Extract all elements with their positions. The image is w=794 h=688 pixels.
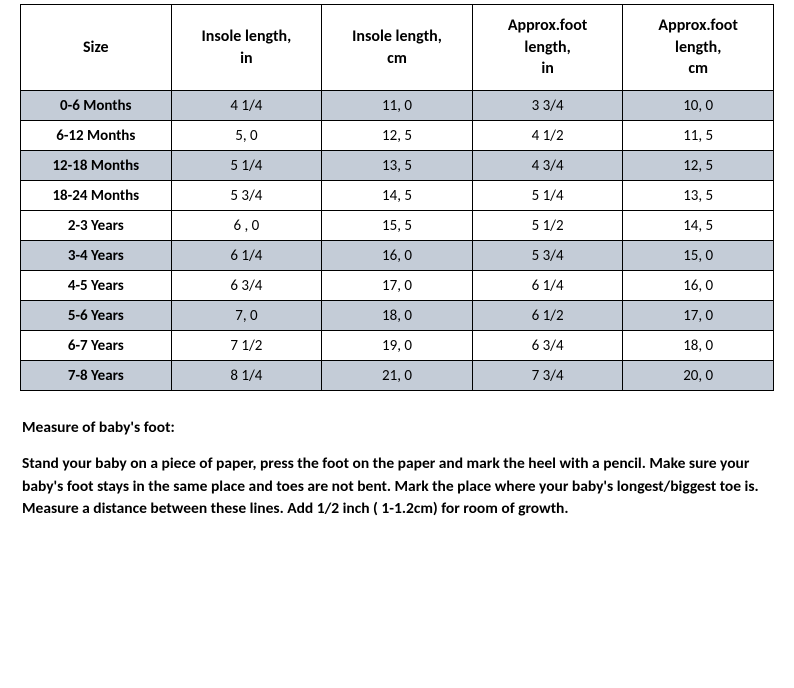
- cell-value: 7, 0: [171, 301, 322, 331]
- cell-size: 0-6 Months: [21, 91, 172, 121]
- col-header-foot-in: Approx.footlength,in: [472, 5, 623, 91]
- cell-size: 6-7 Years: [21, 331, 172, 361]
- size-chart-container: Size Insole length,in Insole length,cm A…: [0, 0, 794, 555]
- col-header-insole-in: Insole length,in: [171, 5, 322, 91]
- cell-value: 13, 5: [623, 181, 774, 211]
- cell-value: 6 3/4: [472, 331, 623, 361]
- cell-value: 7 3/4: [472, 361, 623, 391]
- cell-value: 11, 0: [322, 91, 473, 121]
- cell-size: 18-24 Months: [21, 181, 172, 211]
- col-header-foot-cm: Approx.footlength,cm: [623, 5, 774, 91]
- cell-value: 5 1/4: [472, 181, 623, 211]
- cell-value: 4 3/4: [472, 151, 623, 181]
- cell-value: 21, 0: [322, 361, 473, 391]
- cell-value: 6 3/4: [171, 271, 322, 301]
- table-row: 5-6 Years7, 018, 06 1/217, 0: [21, 301, 774, 331]
- cell-value: 5 3/4: [171, 181, 322, 211]
- size-chart-table: Size Insole length,in Insole length,cm A…: [20, 4, 774, 391]
- cell-size: 7-8 Years: [21, 361, 172, 391]
- table-row: 12-18 Months5 1/413, 54 3/412, 5: [21, 151, 774, 181]
- cell-value: 6 , 0: [171, 211, 322, 241]
- cell-value: 18, 0: [322, 301, 473, 331]
- cell-value: 7 1/2: [171, 331, 322, 361]
- cell-value: 14, 5: [623, 211, 774, 241]
- cell-size: 2-3 Years: [21, 211, 172, 241]
- col-header-size: Size: [21, 5, 172, 91]
- table-header: Size Insole length,in Insole length,cm A…: [21, 5, 774, 91]
- cell-value: 3 3/4: [472, 91, 623, 121]
- cell-size: 5-6 Years: [21, 301, 172, 331]
- cell-value: 6 1/2: [472, 301, 623, 331]
- col-header-insole-cm: Insole length,cm: [322, 5, 473, 91]
- header-row: Size Insole length,in Insole length,cm A…: [21, 5, 774, 91]
- cell-size: 12-18 Months: [21, 151, 172, 181]
- cell-value: 17, 0: [322, 271, 473, 301]
- cell-value: 5 3/4: [472, 241, 623, 271]
- table-row: 6-12 Months5, 012, 54 1/211, 5: [21, 121, 774, 151]
- cell-value: 5, 0: [171, 121, 322, 151]
- cell-value: 4 1/2: [472, 121, 623, 151]
- cell-value: 18, 0: [623, 331, 774, 361]
- cell-value: 8 1/4: [171, 361, 322, 391]
- cell-value: 20, 0: [623, 361, 774, 391]
- table-row: 4-5 Years6 3/417, 06 1/416, 0: [21, 271, 774, 301]
- cell-value: 6 1/4: [472, 271, 623, 301]
- cell-value: 4 1/4: [171, 91, 322, 121]
- cell-value: 15, 5: [322, 211, 473, 241]
- cell-value: 5 1/4: [171, 151, 322, 181]
- table-body: 0-6 Months4 1/411, 03 3/410, 06-12 Month…: [21, 91, 774, 391]
- table-row: 0-6 Months4 1/411, 03 3/410, 0: [21, 91, 774, 121]
- cell-value: 15, 0: [623, 241, 774, 271]
- cell-value: 12, 5: [623, 151, 774, 181]
- cell-value: 12, 5: [322, 121, 473, 151]
- notes-body: Stand your baby on a piece of paper, pre…: [22, 453, 772, 520]
- cell-value: 6 1/4: [171, 241, 322, 271]
- table-row: 3-4 Years6 1/416, 05 3/415, 0: [21, 241, 774, 271]
- notes-heading: Measure of baby's foot:: [22, 417, 772, 439]
- cell-value: 5 1/2: [472, 211, 623, 241]
- cell-value: 11, 5: [623, 121, 774, 151]
- cell-size: 4-5 Years: [21, 271, 172, 301]
- measurement-notes: Measure of baby's foot: Stand your baby …: [20, 417, 774, 521]
- cell-value: 13, 5: [322, 151, 473, 181]
- table-row: 6-7 Years7 1/219, 06 3/418, 0: [21, 331, 774, 361]
- cell-value: 10, 0: [623, 91, 774, 121]
- cell-size: 3-4 Years: [21, 241, 172, 271]
- cell-value: 19, 0: [322, 331, 473, 361]
- cell-value: 16, 0: [322, 241, 473, 271]
- cell-value: 14, 5: [322, 181, 473, 211]
- cell-value: 17, 0: [623, 301, 774, 331]
- table-row: 18-24 Months5 3/414, 55 1/413, 5: [21, 181, 774, 211]
- table-row: 7-8 Years8 1/421, 07 3/420, 0: [21, 361, 774, 391]
- cell-value: 16, 0: [623, 271, 774, 301]
- cell-size: 6-12 Months: [21, 121, 172, 151]
- table-row: 2-3 Years6 , 015, 55 1/214, 5: [21, 211, 774, 241]
